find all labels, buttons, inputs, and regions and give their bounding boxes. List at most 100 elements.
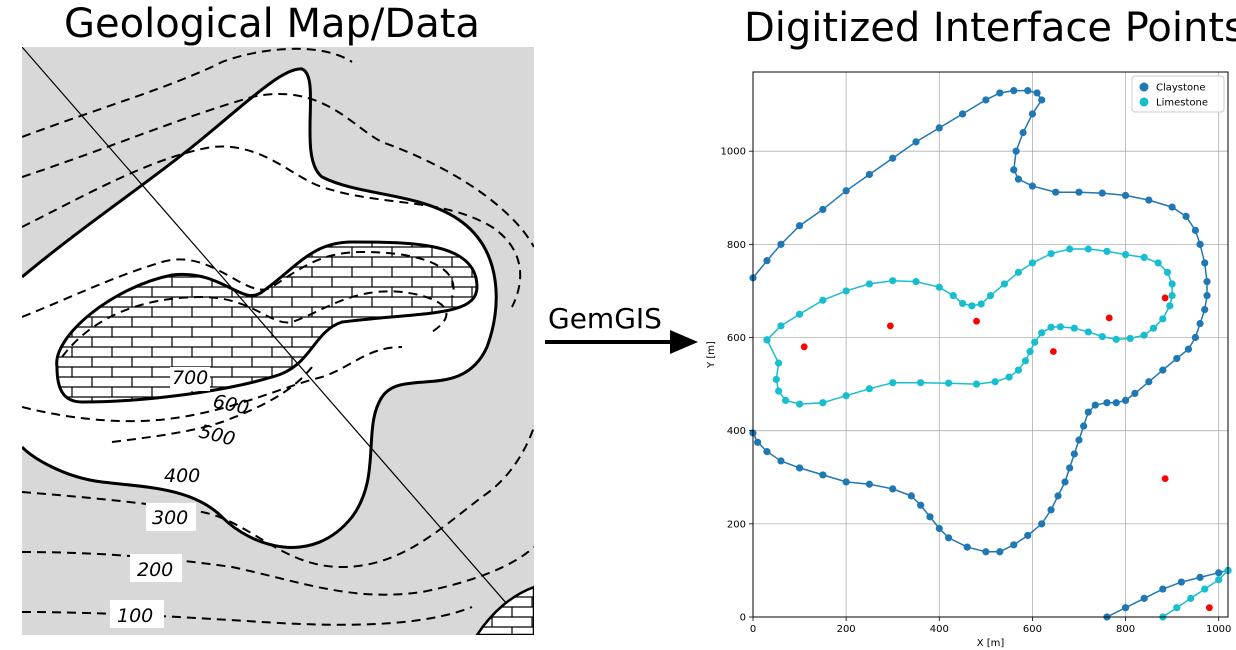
point-claystone bbox=[1010, 87, 1018, 95]
point-limestone bbox=[991, 378, 999, 386]
point-claystone bbox=[1196, 573, 1204, 582]
point-claystone bbox=[1052, 188, 1060, 196]
legend-box bbox=[1131, 75, 1225, 113]
label-bg bbox=[160, 463, 204, 487]
arrow-head-icon bbox=[670, 330, 698, 354]
series-line-limestone bbox=[766, 248, 1173, 405]
point-claystone bbox=[935, 524, 943, 533]
point-limestone bbox=[1166, 302, 1174, 310]
point-claystone bbox=[1159, 366, 1167, 374]
point-limestone bbox=[865, 385, 874, 393]
point-claystone bbox=[1028, 182, 1037, 190]
point-limestone bbox=[795, 310, 804, 318]
limestone-body bbox=[55, 240, 479, 404]
point-claystone bbox=[777, 240, 785, 248]
point-limestone bbox=[958, 299, 967, 308]
point-limestone bbox=[819, 399, 827, 407]
point-limestone bbox=[977, 300, 985, 308]
label-bg bbox=[170, 367, 210, 391]
point-limestone bbox=[1121, 250, 1130, 259]
outcrop-border bbox=[22, 67, 498, 549]
point-limestone bbox=[889, 277, 897, 285]
point-claystone bbox=[1191, 226, 1200, 234]
x-tick-label: 0 bbox=[750, 624, 756, 635]
point-limestone bbox=[819, 296, 827, 304]
point-limestone bbox=[781, 396, 790, 404]
right-panel-title: Digitized Interface Points bbox=[744, 5, 1236, 51]
x-ticks: 0 200 400 600 800 1000 bbox=[750, 617, 1231, 635]
point-claystone bbox=[982, 96, 990, 104]
point-claystone bbox=[1019, 128, 1027, 137]
contour-label-200: 200 bbox=[137, 559, 173, 581]
point-claystone bbox=[1024, 87, 1032, 95]
point-claystone bbox=[1145, 196, 1153, 204]
point-limestone bbox=[912, 278, 920, 286]
point-claystone bbox=[1024, 531, 1032, 540]
point-claystone bbox=[1121, 191, 1130, 200]
point-limestone bbox=[1038, 329, 1046, 337]
point-claystone bbox=[1012, 147, 1020, 155]
point-claystone bbox=[1196, 240, 1204, 248]
point-claystone bbox=[763, 448, 771, 456]
point-limestone bbox=[944, 379, 953, 387]
point-limestone bbox=[1084, 245, 1092, 253]
x-axis-label: X [m] bbox=[977, 638, 1005, 649]
point-claystone bbox=[1145, 378, 1153, 386]
point-claystone bbox=[1066, 464, 1074, 472]
point-limestone bbox=[842, 392, 850, 400]
point-claystone bbox=[1131, 389, 1139, 398]
transform-arrow: GemGIS bbox=[545, 302, 698, 354]
point-limestone bbox=[1187, 594, 1195, 602]
point-claystone bbox=[996, 89, 1004, 97]
legend-marker-claystone bbox=[1139, 82, 1149, 92]
point-claystone bbox=[912, 138, 920, 146]
point-limestone bbox=[1084, 328, 1092, 336]
orientation-point bbox=[1161, 294, 1169, 302]
y-tick-label: 1000 bbox=[721, 147, 746, 158]
point-limestone bbox=[1168, 280, 1176, 288]
point-limestone bbox=[1070, 324, 1078, 332]
point-claystone bbox=[795, 222, 804, 230]
point-claystone bbox=[1121, 396, 1130, 404]
legend: Claystone Limestone bbox=[1131, 75, 1225, 113]
point-claystone bbox=[944, 534, 953, 542]
y-tick-label: 600 bbox=[727, 333, 746, 344]
orientation-point bbox=[1161, 475, 1169, 483]
orientation-point bbox=[886, 322, 894, 330]
point-claystone bbox=[1070, 450, 1078, 458]
point-claystone bbox=[1177, 578, 1186, 586]
point-limestone bbox=[1005, 373, 1013, 381]
point-limestone bbox=[1047, 323, 1055, 331]
point-limestone bbox=[889, 379, 897, 387]
point-limestone bbox=[795, 400, 804, 408]
point-claystone bbox=[1038, 96, 1046, 104]
point-limestone bbox=[935, 283, 943, 291]
series-layer bbox=[749, 87, 1232, 621]
point-claystone bbox=[907, 492, 915, 500]
geological-map: 700 600 500 400 300 200 100 bbox=[22, 47, 534, 635]
point-claystone bbox=[1168, 203, 1176, 211]
point-limestone bbox=[775, 387, 783, 395]
point-limestone bbox=[1047, 250, 1055, 258]
point-claystone bbox=[889, 154, 897, 162]
point-limestone bbox=[1140, 253, 1148, 261]
point-claystone bbox=[1173, 354, 1181, 363]
y-tick-label: 0 bbox=[740, 613, 746, 624]
point-claystone bbox=[1203, 291, 1211, 300]
point-claystone bbox=[1047, 506, 1055, 514]
arrow-label: GemGIS bbox=[548, 302, 662, 335]
point-limestone bbox=[1201, 585, 1209, 593]
point-limestone bbox=[775, 359, 783, 367]
point-claystone bbox=[889, 485, 897, 493]
point-claystone bbox=[1191, 333, 1200, 342]
point-limestone bbox=[1103, 247, 1111, 255]
interface-points-plot: 0 200 400 600 800 1000 0 200 400 600 800 1000 X [m… bbox=[706, 71, 1232, 649]
orientation-point bbox=[800, 343, 808, 351]
point-limestone bbox=[917, 379, 925, 387]
legend-label-limestone: Limestone bbox=[1156, 98, 1208, 109]
point-limestone bbox=[972, 380, 981, 388]
point-claystone bbox=[1033, 89, 1041, 97]
point-claystone bbox=[777, 457, 785, 465]
point-limestone bbox=[1173, 604, 1181, 612]
point-claystone bbox=[1184, 345, 1193, 353]
